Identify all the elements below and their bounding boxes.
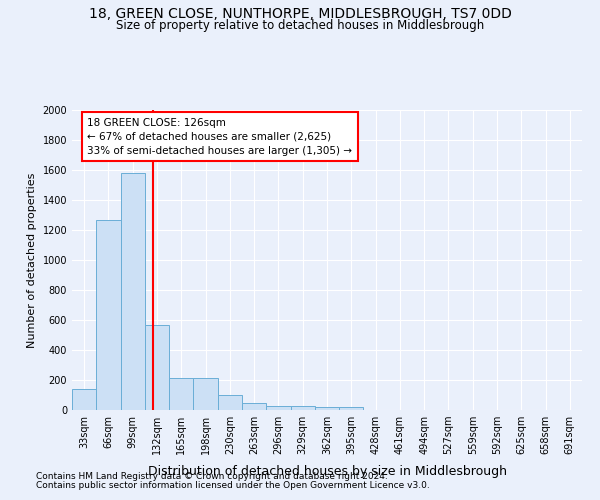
Bar [315, 407, 339, 410]
X-axis label: Distribution of detached houses by size in Middlesbrough: Distribution of detached houses by size … [148, 466, 506, 478]
Bar [193, 378, 218, 410]
Text: 18, GREEN CLOSE, NUNTHORPE, MIDDLESBROUGH, TS7 0DD: 18, GREEN CLOSE, NUNTHORPE, MIDDLESBROUG… [89, 8, 511, 22]
Bar [145, 324, 169, 410]
Bar [266, 406, 290, 410]
Bar [242, 402, 266, 410]
Bar [96, 220, 121, 410]
Bar [339, 407, 364, 410]
Bar [218, 395, 242, 410]
Bar [72, 389, 96, 410]
Bar [121, 173, 145, 410]
Bar [290, 406, 315, 410]
Text: Size of property relative to detached houses in Middlesbrough: Size of property relative to detached ho… [116, 19, 484, 32]
Y-axis label: Number of detached properties: Number of detached properties [27, 172, 37, 348]
Text: 18 GREEN CLOSE: 126sqm
← 67% of detached houses are smaller (2,625)
33% of semi-: 18 GREEN CLOSE: 126sqm ← 67% of detached… [88, 118, 352, 156]
Text: Contains public sector information licensed under the Open Government Licence v3: Contains public sector information licen… [36, 481, 430, 490]
Bar [169, 378, 193, 410]
Text: Contains HM Land Registry data © Crown copyright and database right 2024.: Contains HM Land Registry data © Crown c… [36, 472, 388, 481]
